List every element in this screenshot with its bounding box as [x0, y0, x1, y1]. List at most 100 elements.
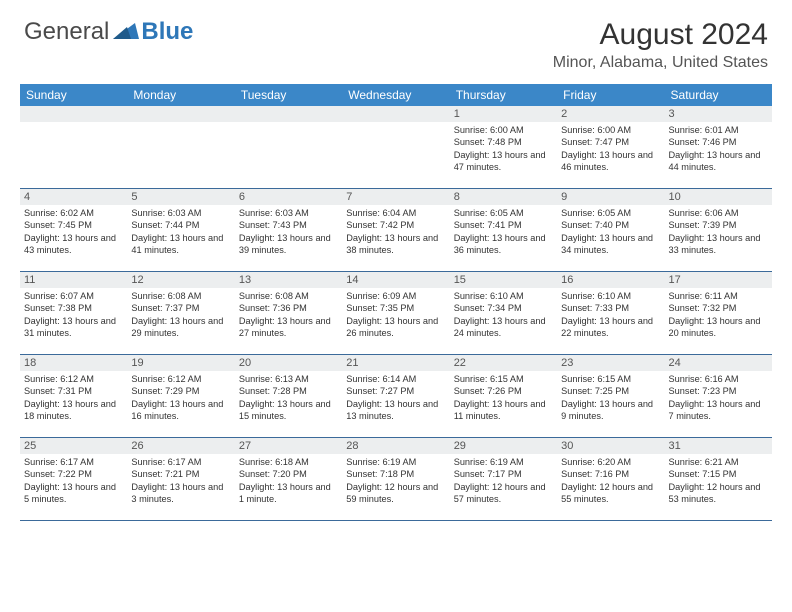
sunset-text: Sunset: 7:37 PM: [131, 302, 230, 314]
day-number: 24: [665, 355, 772, 371]
sunrise-text: Sunrise: 6:19 AM: [346, 456, 445, 468]
sunrise-text: Sunrise: 6:03 AM: [131, 207, 230, 219]
daylight-text: Daylight: 13 hours and 38 minutes.: [346, 232, 445, 257]
day-number: 2: [557, 106, 664, 122]
sunrise-text: Sunrise: 6:10 AM: [454, 290, 553, 302]
sunset-text: Sunset: 7:40 PM: [561, 219, 660, 231]
day-cell: 22Sunrise: 6:15 AMSunset: 7:26 PMDayligh…: [450, 355, 557, 437]
day-number: 20: [235, 355, 342, 371]
day-details: Sunrise: 6:21 AMSunset: 7:15 PMDaylight:…: [665, 454, 772, 510]
daylight-text: Daylight: 12 hours and 53 minutes.: [669, 481, 768, 506]
weekday-header: Saturday: [665, 84, 772, 106]
sunset-text: Sunset: 7:35 PM: [346, 302, 445, 314]
day-details: Sunrise: 6:11 AMSunset: 7:32 PMDaylight:…: [665, 288, 772, 344]
day-details: Sunrise: 6:02 AMSunset: 7:45 PMDaylight:…: [20, 205, 127, 261]
day-number: 16: [557, 272, 664, 288]
logo-icon: [113, 18, 139, 46]
day-details: Sunrise: 6:18 AMSunset: 7:20 PMDaylight:…: [235, 454, 342, 510]
day-number: 29: [450, 438, 557, 454]
day-details: Sunrise: 6:12 AMSunset: 7:29 PMDaylight:…: [127, 371, 234, 427]
day-cell: 30Sunrise: 6:20 AMSunset: 7:16 PMDayligh…: [557, 438, 664, 520]
sunrise-text: Sunrise: 6:15 AM: [561, 373, 660, 385]
day-number: 3: [665, 106, 772, 122]
day-number: 28: [342, 438, 449, 454]
week-row: 11Sunrise: 6:07 AMSunset: 7:38 PMDayligh…: [20, 272, 772, 355]
day-cell: 3Sunrise: 6:01 AMSunset: 7:46 PMDaylight…: [665, 106, 772, 188]
sunrise-text: Sunrise: 6:14 AM: [346, 373, 445, 385]
sunset-text: Sunset: 7:28 PM: [239, 385, 338, 397]
day-details: Sunrise: 6:15 AMSunset: 7:26 PMDaylight:…: [450, 371, 557, 427]
daylight-text: Daylight: 12 hours and 59 minutes.: [346, 481, 445, 506]
day-number: 5: [127, 189, 234, 205]
day-cell: 4Sunrise: 6:02 AMSunset: 7:45 PMDaylight…: [20, 189, 127, 271]
daylight-text: Daylight: 13 hours and 26 minutes.: [346, 315, 445, 340]
day-number: 26: [127, 438, 234, 454]
day-number: 25: [20, 438, 127, 454]
day-details: Sunrise: 6:12 AMSunset: 7:31 PMDaylight:…: [20, 371, 127, 427]
sunrise-text: Sunrise: 6:12 AM: [131, 373, 230, 385]
day-details: Sunrise: 6:09 AMSunset: 7:35 PMDaylight:…: [342, 288, 449, 344]
sunrise-text: Sunrise: 6:19 AM: [454, 456, 553, 468]
daylight-text: Daylight: 12 hours and 55 minutes.: [561, 481, 660, 506]
title-block: August 2024 Minor, Alabama, United State…: [553, 18, 768, 72]
sunrise-text: Sunrise: 6:17 AM: [24, 456, 123, 468]
sunset-text: Sunset: 7:47 PM: [561, 136, 660, 148]
day-cell: 16Sunrise: 6:10 AMSunset: 7:33 PMDayligh…: [557, 272, 664, 354]
daylight-text: Daylight: 13 hours and 5 minutes.: [24, 481, 123, 506]
day-details: Sunrise: 6:08 AMSunset: 7:36 PMDaylight:…: [235, 288, 342, 344]
sunrise-text: Sunrise: 6:13 AM: [239, 373, 338, 385]
day-cell: 7Sunrise: 6:04 AMSunset: 7:42 PMDaylight…: [342, 189, 449, 271]
sunrise-text: Sunrise: 6:03 AM: [239, 207, 338, 219]
day-cell: 29Sunrise: 6:19 AMSunset: 7:17 PMDayligh…: [450, 438, 557, 520]
daylight-text: Daylight: 13 hours and 9 minutes.: [561, 398, 660, 423]
daylight-text: Daylight: 12 hours and 57 minutes.: [454, 481, 553, 506]
sunset-text: Sunset: 7:29 PM: [131, 385, 230, 397]
day-details: Sunrise: 6:10 AMSunset: 7:33 PMDaylight:…: [557, 288, 664, 344]
sunset-text: Sunset: 7:25 PM: [561, 385, 660, 397]
daylight-text: Daylight: 13 hours and 15 minutes.: [239, 398, 338, 423]
sunrise-text: Sunrise: 6:00 AM: [454, 124, 553, 136]
sunrise-text: Sunrise: 6:07 AM: [24, 290, 123, 302]
day-number: 17: [665, 272, 772, 288]
sunset-text: Sunset: 7:26 PM: [454, 385, 553, 397]
day-number: 13: [235, 272, 342, 288]
day-number: [235, 106, 342, 122]
weekday-header: Friday: [557, 84, 664, 106]
sunrise-text: Sunrise: 6:01 AM: [669, 124, 768, 136]
sunset-text: Sunset: 7:33 PM: [561, 302, 660, 314]
sunset-text: Sunset: 7:15 PM: [669, 468, 768, 480]
sunrise-text: Sunrise: 6:06 AM: [669, 207, 768, 219]
location-text: Minor, Alabama, United States: [553, 54, 768, 72]
day-details: Sunrise: 6:14 AMSunset: 7:27 PMDaylight:…: [342, 371, 449, 427]
day-details: Sunrise: 6:03 AMSunset: 7:43 PMDaylight:…: [235, 205, 342, 261]
daylight-text: Daylight: 13 hours and 43 minutes.: [24, 232, 123, 257]
day-details: Sunrise: 6:05 AMSunset: 7:41 PMDaylight:…: [450, 205, 557, 261]
sunset-text: Sunset: 7:46 PM: [669, 136, 768, 148]
day-number: 11: [20, 272, 127, 288]
day-cell: 9Sunrise: 6:05 AMSunset: 7:40 PMDaylight…: [557, 189, 664, 271]
day-cell: [127, 106, 234, 188]
sunset-text: Sunset: 7:18 PM: [346, 468, 445, 480]
day-details: Sunrise: 6:00 AMSunset: 7:47 PMDaylight:…: [557, 122, 664, 178]
sunset-text: Sunset: 7:39 PM: [669, 219, 768, 231]
day-cell: 14Sunrise: 6:09 AMSunset: 7:35 PMDayligh…: [342, 272, 449, 354]
day-number: 6: [235, 189, 342, 205]
day-details: Sunrise: 6:16 AMSunset: 7:23 PMDaylight:…: [665, 371, 772, 427]
calendar: Sunday Monday Tuesday Wednesday Thursday…: [20, 84, 772, 521]
daylight-text: Daylight: 13 hours and 31 minutes.: [24, 315, 123, 340]
day-cell: 31Sunrise: 6:21 AMSunset: 7:15 PMDayligh…: [665, 438, 772, 520]
sunrise-text: Sunrise: 6:02 AM: [24, 207, 123, 219]
sunset-text: Sunset: 7:45 PM: [24, 219, 123, 231]
page-header: General Blue August 2024 Minor, Alabama,…: [0, 0, 792, 78]
day-cell: 25Sunrise: 6:17 AMSunset: 7:22 PMDayligh…: [20, 438, 127, 520]
weekday-header: Monday: [127, 84, 234, 106]
day-details: Sunrise: 6:17 AMSunset: 7:21 PMDaylight:…: [127, 454, 234, 510]
day-details: Sunrise: 6:01 AMSunset: 7:46 PMDaylight:…: [665, 122, 772, 178]
daylight-text: Daylight: 13 hours and 13 minutes.: [346, 398, 445, 423]
day-number: 12: [127, 272, 234, 288]
day-cell: 5Sunrise: 6:03 AMSunset: 7:44 PMDaylight…: [127, 189, 234, 271]
day-number: 4: [20, 189, 127, 205]
daylight-text: Daylight: 13 hours and 20 minutes.: [669, 315, 768, 340]
sunrise-text: Sunrise: 6:20 AM: [561, 456, 660, 468]
day-cell: 24Sunrise: 6:16 AMSunset: 7:23 PMDayligh…: [665, 355, 772, 437]
